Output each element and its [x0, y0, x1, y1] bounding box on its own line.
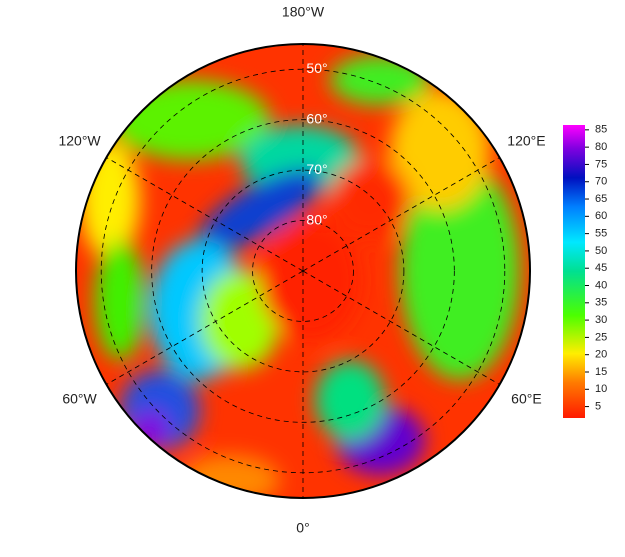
colorbar-tick-label: 15: [595, 366, 607, 378]
colorbar-tick-label: 80: [595, 141, 607, 153]
colorbar-tick-label: 55: [595, 228, 607, 240]
meridian: [106, 270, 304, 385]
longitude-label: 120°E: [507, 133, 545, 149]
latitude-circle: [201, 169, 405, 373]
colorbar-tick-label: 30: [595, 314, 607, 326]
colorbar-tick-label: 75: [595, 158, 607, 170]
colorbar-tick-label: 65: [595, 193, 607, 205]
colorbar-tick-label: 60: [595, 210, 607, 222]
colorbar-tick-label: 35: [595, 297, 607, 309]
meridian: [302, 270, 500, 385]
meridian: [106, 157, 304, 272]
map-border: [75, 43, 531, 499]
latitude-label: 60°: [306, 110, 327, 126]
graticule: [100, 44, 506, 498]
colorbar-tick-label: 40: [595, 279, 607, 291]
meridian: [302, 157, 500, 272]
latitude-circle: [151, 119, 455, 423]
latitude-circle: [252, 220, 354, 322]
colorbar-tick-label: 5: [595, 400, 601, 412]
field: [76, 44, 530, 498]
latitude-label: 80°: [306, 211, 327, 227]
longitude-label: 60°E: [511, 391, 542, 407]
latitude-label: 50°: [306, 60, 327, 76]
longitude-label: 180°W: [282, 4, 325, 20]
longitude-label: 0°: [296, 520, 309, 536]
colorbar-tick-label: 45: [595, 262, 607, 274]
colorbar: [563, 125, 585, 418]
colorbar-tick-label: 70: [595, 176, 607, 188]
colorbar-tick-label: 10: [595, 383, 607, 395]
latitude-label: 70°: [306, 161, 327, 177]
longitude-label: 120°W: [58, 133, 101, 149]
longitude-label: 60°W: [62, 391, 97, 407]
colorbar-tick-label: 25: [595, 331, 607, 343]
colorbar-tick-label: 85: [595, 124, 607, 136]
labels: 50° 60° 70° 80° 180°W 0° 120°W 120°E 60°W 60°E 5 10…: [58, 4, 607, 536]
colorbar-tick-label: 20: [595, 349, 607, 361]
colorbar-tick-label: 50: [595, 245, 607, 257]
